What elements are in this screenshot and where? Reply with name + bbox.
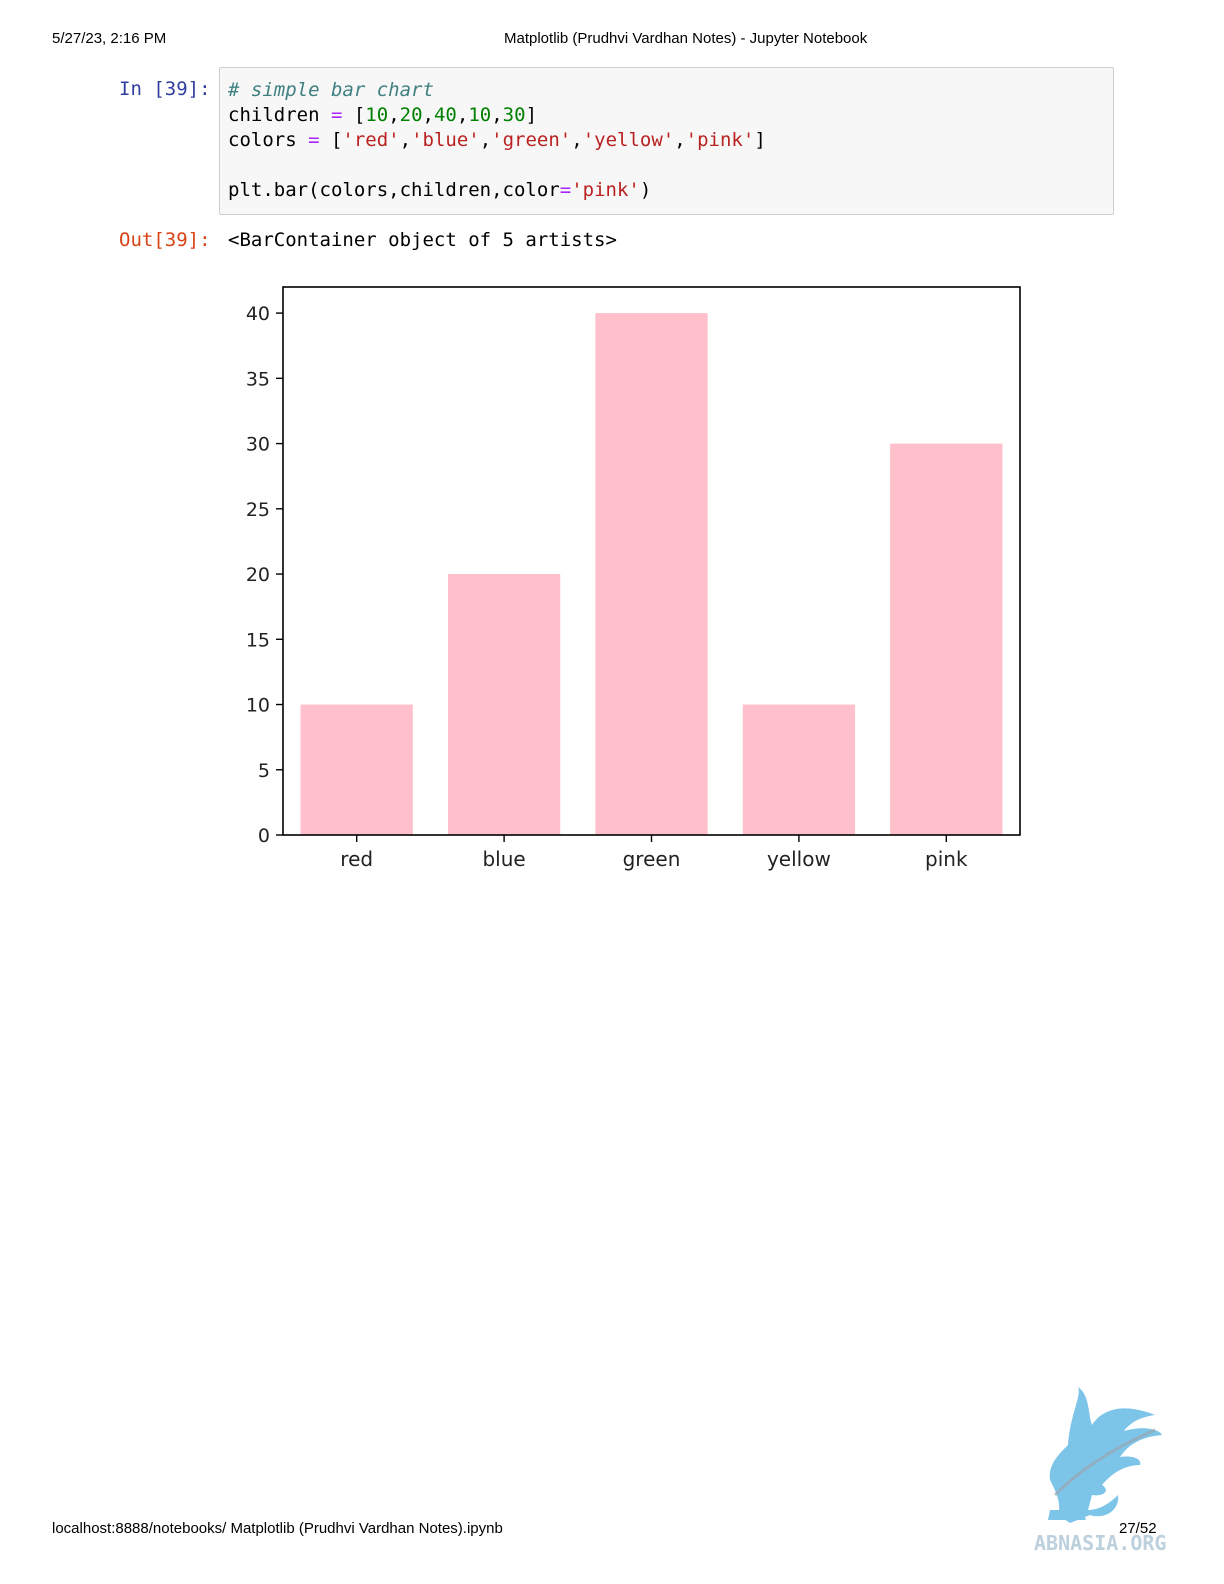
code-string: 'blue' <box>411 129 480 151</box>
bar-chart: 0 5 10 15 20 25 30 35 40 red blue green yellow pink <box>246 286 1021 871</box>
x-tick-label: blue <box>482 847 525 871</box>
bar-yellow <box>742 704 856 835</box>
code-comma: , <box>399 129 412 151</box>
x-tick-label: green <box>623 847 681 871</box>
print-title: Matplotlib (Prudhvi Vardhan Notes) - Jup… <box>504 30 868 47</box>
bar-pink <box>890 443 1003 835</box>
y-tick-label: 20 <box>246 564 270 586</box>
y-tick-label: 35 <box>246 368 270 390</box>
code-cell-input[interactable]: # simple bar chart children = [10,20,40,… <box>219 67 1114 215</box>
output-prompt: Out[39]: <box>119 229 211 251</box>
code-call: plt.bar(colors,children,color <box>228 179 560 201</box>
y-tick-label: 5 <box>258 760 270 782</box>
code-string: 'pink' <box>571 179 640 201</box>
code-op: = <box>559 179 572 201</box>
bar-blue <box>447 574 561 835</box>
code-bracket: ] <box>754 129 766 151</box>
code-op: = <box>319 104 354 126</box>
code-var: colors <box>228 129 297 151</box>
code-editor[interactable]: # simple bar chart children = [10,20,40,… <box>228 78 766 203</box>
watermark-text: ABNASIA.ORG <box>1034 1531 1166 1555</box>
code-number: 20 <box>399 104 423 126</box>
code-number: 10 <box>468 104 492 126</box>
input-prompt: In [39]: <box>119 78 211 100</box>
code-comma: , <box>388 104 400 126</box>
code-comma: , <box>422 104 434 126</box>
code-comma: , <box>491 104 503 126</box>
x-tick-label: pink <box>925 847 968 871</box>
code-comment: # simple bar chart <box>228 79 434 101</box>
y-tick-label: 0 <box>258 825 270 847</box>
bar-red <box>300 704 413 835</box>
print-url: localhost:8888/notebooks/ Matplotlib (Pr… <box>52 1520 503 1537</box>
watermark-logo: ABNASIA.ORG <box>1034 1387 1166 1555</box>
code-number: 40 <box>433 104 457 126</box>
code-bracket: [ <box>330 129 343 151</box>
code-string: 'green' <box>491 129 572 151</box>
page-number: 27/52 <box>1119 1520 1157 1537</box>
print-datetime: 5/27/23, 2:16 PM <box>52 30 167 47</box>
code-var: children <box>228 104 320 126</box>
code-string: 'yellow' <box>582 129 675 151</box>
x-tick-label: red <box>340 847 373 871</box>
code-comma: , <box>571 129 583 151</box>
bar-green <box>595 313 708 836</box>
y-tick-label: 40 <box>246 303 270 325</box>
code-comma: , <box>479 129 492 151</box>
code-number: 10 <box>365 104 389 126</box>
code-paren: ) <box>639 179 652 201</box>
code-string: 'pink' <box>685 129 755 151</box>
y-tick-label: 10 <box>246 695 270 717</box>
code-number: 30 <box>502 104 526 126</box>
code-comma: , <box>456 104 469 126</box>
y-tick-label: 15 <box>246 629 270 651</box>
code-op: = <box>296 129 331 151</box>
y-tick-label: 30 <box>246 434 270 456</box>
code-bracket: [ <box>353 104 366 126</box>
code-bracket: ] <box>525 104 538 126</box>
code-string: 'red' <box>342 129 400 151</box>
code-comma: , <box>674 129 686 151</box>
output-text: <BarContainer object of 5 artists> <box>228 229 617 251</box>
y-tick-label: 25 <box>246 499 270 521</box>
x-tick-label: yellow <box>767 847 831 871</box>
